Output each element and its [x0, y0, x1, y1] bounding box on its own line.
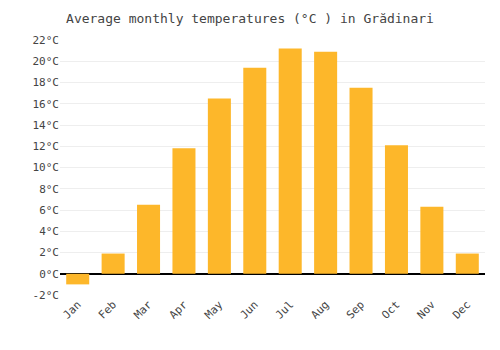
svg-text:14°C: 14°C [33, 119, 60, 132]
svg-text:2°C: 2°C [39, 246, 59, 259]
svg-text:Oct: Oct [379, 298, 402, 321]
svg-text:20°C: 20°C [33, 55, 60, 68]
svg-text:22°C: 22°C [33, 34, 60, 47]
svg-text:10°C: 10°C [33, 161, 60, 174]
svg-text:Mar: Mar [131, 298, 155, 322]
svg-text:Jun: Jun [238, 298, 261, 321]
svg-text:Nov: Nov [415, 298, 439, 322]
svg-text:8°C: 8°C [39, 183, 59, 196]
svg-text:Apr: Apr [167, 298, 191, 322]
svg-text:Dec: Dec [450, 298, 473, 321]
svg-text:Aug: Aug [308, 298, 331, 321]
svg-text:18°C: 18°C [33, 76, 60, 89]
svg-text:16°C: 16°C [33, 98, 60, 111]
svg-text:Feb: Feb [96, 298, 119, 321]
svg-text:May: May [202, 298, 226, 322]
svg-text:4°C: 4°C [39, 225, 59, 238]
svg-text:Sep: Sep [344, 298, 367, 321]
svg-text:Jul: Jul [273, 298, 296, 321]
svg-text:Average monthly temperatures (: Average monthly temperatures (°C ) in Gr… [66, 11, 434, 26]
svg-text:Jan: Jan [60, 298, 83, 321]
svg-text:0°C: 0°C [39, 268, 59, 281]
svg-text:12°C: 12°C [33, 140, 60, 153]
svg-text:6°C: 6°C [39, 204, 59, 217]
svg-text:-2°C: -2°C [33, 289, 60, 302]
